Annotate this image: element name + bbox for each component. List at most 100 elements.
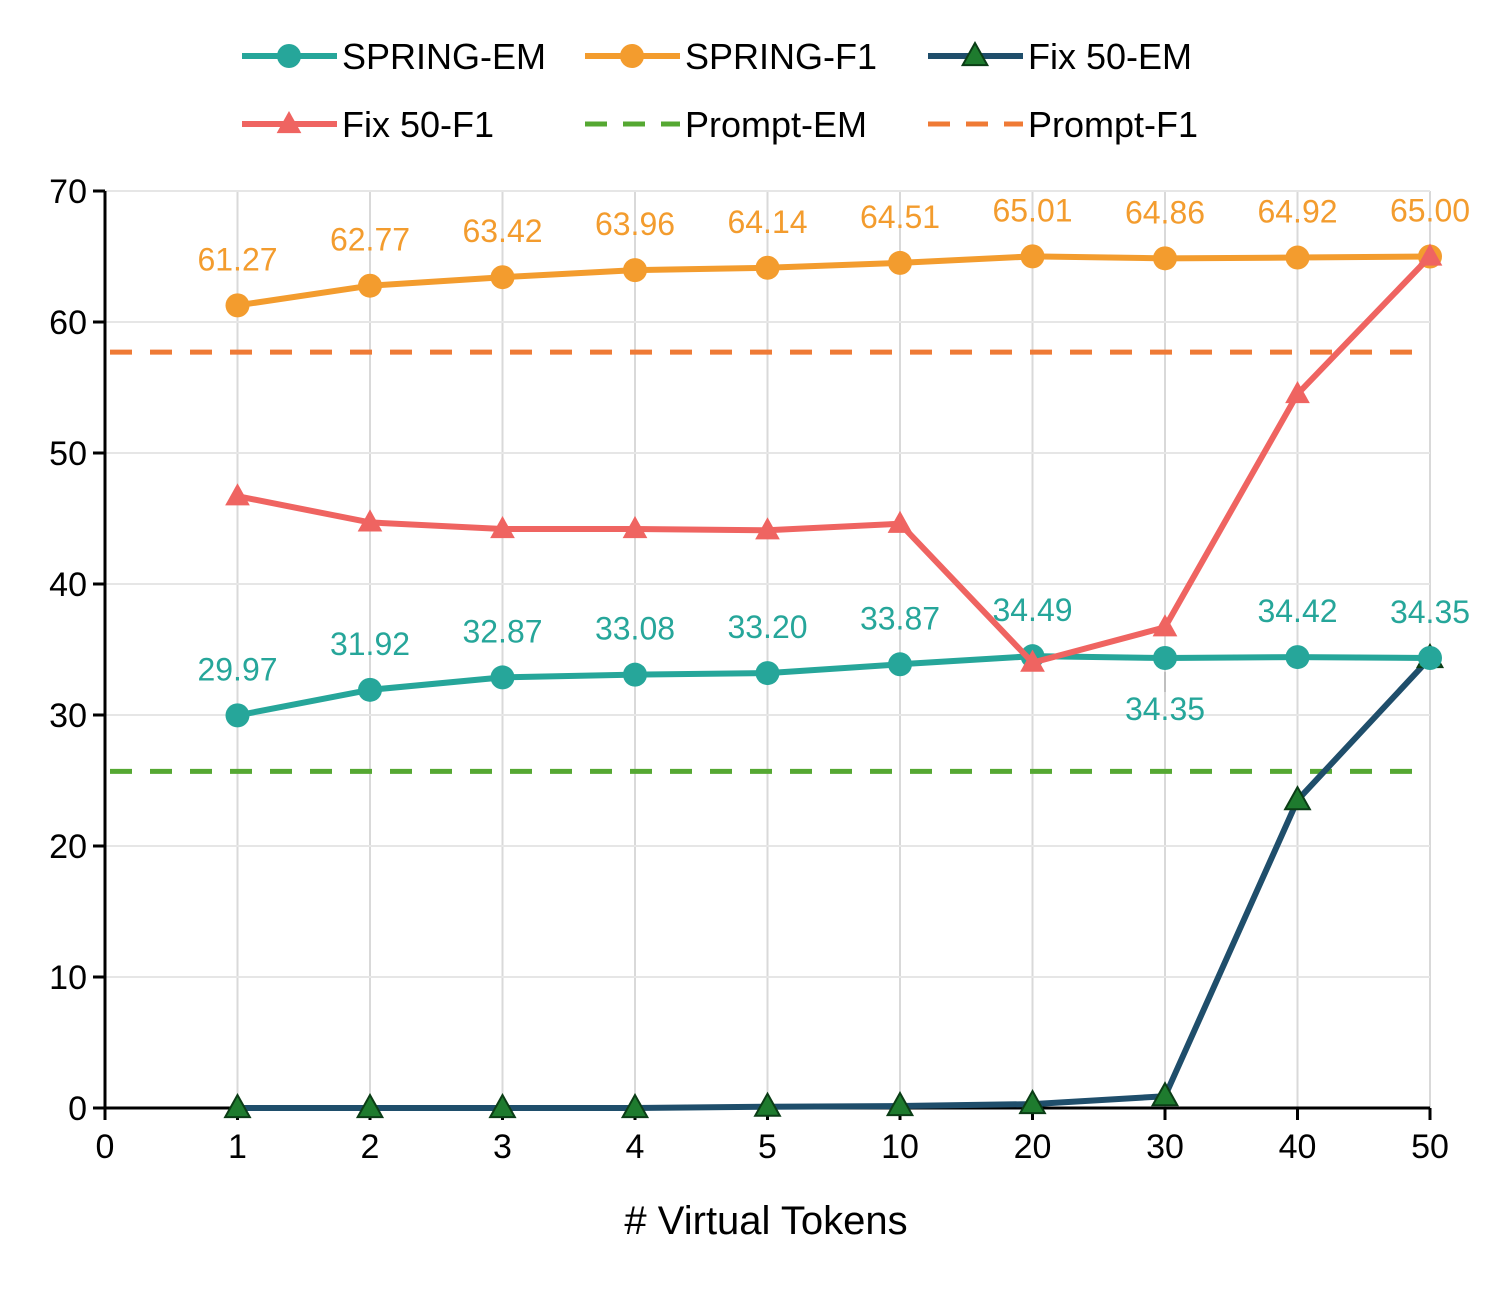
y-tick-label: 10 [49,959,87,997]
data-point-fix-50-em [223,1092,252,1119]
x-tick-label: 4 [626,1128,645,1166]
data-point-spring-f1 [490,265,515,290]
data-point-fix-50-f1 [1417,243,1443,266]
data-labels: 29.97 31.92 32.87 33.08 33.20 33.87 34.49 34.35… [197,192,1470,727]
data-point-spring-f1 [888,250,912,275]
legend-label: Fix 50-EM [1028,36,1192,77]
data-label-spring-f1: 64.86 [1125,194,1205,230]
legend-label: SPRING-F1 [685,36,877,77]
y-tick-label: 50 [49,435,87,473]
legend-label: Prompt-F1 [1028,104,1198,145]
data-point-spring-em [755,661,780,686]
series-line-fix-50-f1 [236,254,1433,666]
data-point-fix-50-f1 [1285,381,1310,404]
data-point-fix-50-f1 [622,515,648,539]
legend-item-spring-f1: SPRING-F1 [585,36,877,77]
data-point-spring-em [225,703,250,728]
legend-item-prompt-f1: Prompt-F1 [928,104,1198,145]
x-axis-title: # Virtual Tokens [624,1199,907,1243]
data-point-spring-f1 [1285,245,1310,270]
data-point-spring-em [623,662,647,687]
series-line-spring-em [236,653,1431,719]
y-tick-label: 0 [68,1090,87,1128]
legend-item-fix-50-f1: Fix 50-F1 [242,104,494,145]
data-label-spring-em: 33.20 [727,609,807,645]
data-label-spring-em: 31.92 [330,626,410,662]
data-point-spring-f1 [1020,244,1045,269]
data-point-fix-50-em [885,1090,915,1117]
data-point-spring-em [1153,646,1177,671]
data-point-fix-50-em [1018,1089,1047,1115]
data-point-fix-50-f1 [755,517,780,540]
data-point-fix-50-f1 [887,510,913,533]
data-point-spring-f1 [623,258,647,283]
data-point-fix-50-f1 [490,515,515,539]
data-point-fix-50-em [1150,1081,1180,1107]
data-label-spring-em: 29.97 [197,651,277,687]
data-label-spring-em: 33.08 [595,611,675,647]
data-point-fix-50-em [355,1092,385,1119]
data-label-spring-f1: 63.42 [462,213,542,249]
x-tick-label: 30 [1146,1128,1184,1166]
data-point-spring-em [888,652,912,677]
x-tick-label: 0 [96,1128,115,1166]
data-label-spring-f1: 65.00 [1390,193,1470,229]
legend-marker [960,40,990,67]
series-line-spring-f1 [237,253,1431,309]
x-tick-label: 20 [1014,1128,1052,1166]
x-tick-label: 50 [1411,1128,1449,1166]
legend-label: Prompt-EM [685,104,867,145]
data-point-spring-em [490,665,515,690]
data-label-spring-f1: 64.51 [860,199,940,235]
x-tick-label: 1 [228,1128,247,1166]
legend-label: Fix 50-F1 [342,104,494,145]
legend-marker [276,111,302,134]
data-label-spring-f1: 64.14 [727,204,807,240]
legend-label: SPRING-EM [342,36,546,77]
x-tick-label: 3 [493,1128,512,1166]
data-point-fix-50-em [753,1091,782,1117]
series-line-fix-50-em [237,655,1433,1111]
data-point-spring-em [1418,646,1442,671]
data-point-fix-50-f1 [1152,614,1178,637]
data-label-spring-em: 34.49 [992,592,1072,628]
data-label-spring-em: 34.35 [1390,594,1470,630]
data-point-fix-50-f1 [357,509,383,532]
x-tick-label: 10 [881,1128,919,1166]
data-label-spring-f1: 65.01 [992,192,1072,228]
data-point-fix-50-em [1283,785,1312,811]
series-group [223,243,1445,1119]
legend-item-fix-50-em: Fix 50-EM [928,36,1192,77]
data-label-spring-f1: 62.77 [330,222,410,258]
data-label-spring-em: 34.42 [1257,593,1337,629]
data-point-spring-f1 [755,255,780,280]
legend-item-spring-em: SPRING-EM [242,36,546,77]
legend: SPRING-EM SPRING-F1 Fix 50-EM Fix 50-F1 Prom… [242,36,1198,145]
data-label-spring-f1: 61.27 [197,241,277,277]
data-label-spring-f1: 64.92 [1257,194,1337,230]
data-point-fix-50-em [620,1092,650,1119]
legend-marker [620,44,644,68]
y-tick-label: 40 [49,566,87,604]
data-label-spring-em: 33.87 [860,600,940,636]
legend-marker [277,44,301,68]
data-point-fix-50-f1 [1020,649,1045,672]
data-point-spring-f1 [358,273,382,298]
data-label-spring-em: 34.35 [1125,691,1205,727]
data-point-fix-50-em [488,1092,517,1119]
gridlines [105,190,1431,1108]
data-point-spring-f1 [1153,246,1177,271]
y-tick-label: 60 [49,304,87,342]
y-tick-label: 70 [49,173,87,211]
data-point-spring-f1 [225,293,250,318]
y-tick-label: 20 [49,828,87,866]
y-tick-label: 30 [49,697,87,735]
data-label-spring-f1: 63.96 [595,206,675,242]
data-point-spring-em [358,677,382,702]
reference-lines [110,349,1430,774]
x-tick-label: 5 [758,1128,777,1166]
data-point-fix-50-f1 [225,483,250,506]
x-tick-label: 2 [361,1128,380,1166]
data-point-spring-em [1285,645,1310,670]
